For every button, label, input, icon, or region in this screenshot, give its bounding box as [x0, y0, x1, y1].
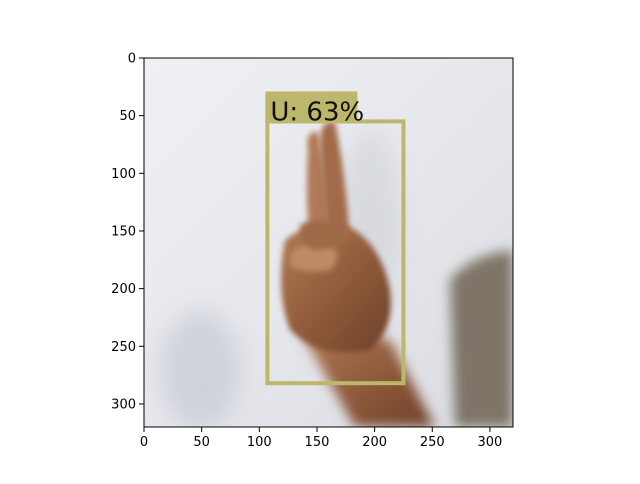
x-tick-label: 100 [247, 435, 272, 450]
y-tick-label: 0 [128, 52, 136, 67]
y-tick-label: 300 [111, 397, 136, 412]
x-axis: 0 50 100 150 200 250 300 [140, 427, 502, 450]
x-tick-label: 50 [193, 435, 210, 450]
x-tick-label: 0 [140, 435, 148, 450]
x-tick-label: 300 [478, 435, 503, 450]
x-tick-label: 200 [362, 435, 387, 450]
y-tick-label: 50 [119, 109, 136, 124]
y-tick-label: 150 [111, 224, 136, 239]
x-tick-label: 150 [305, 435, 330, 450]
y-axis: 0 50 100 150 200 250 300 [111, 52, 144, 412]
y-tick-label: 100 [111, 167, 136, 182]
x-tick-label: 250 [420, 435, 445, 450]
detection-label-background [265, 91, 358, 124]
y-tick-label: 200 [111, 282, 136, 297]
detection-label: U: 63% [270, 97, 364, 127]
y-tick-label: 250 [111, 340, 136, 355]
axes-frame [143, 57, 514, 428]
